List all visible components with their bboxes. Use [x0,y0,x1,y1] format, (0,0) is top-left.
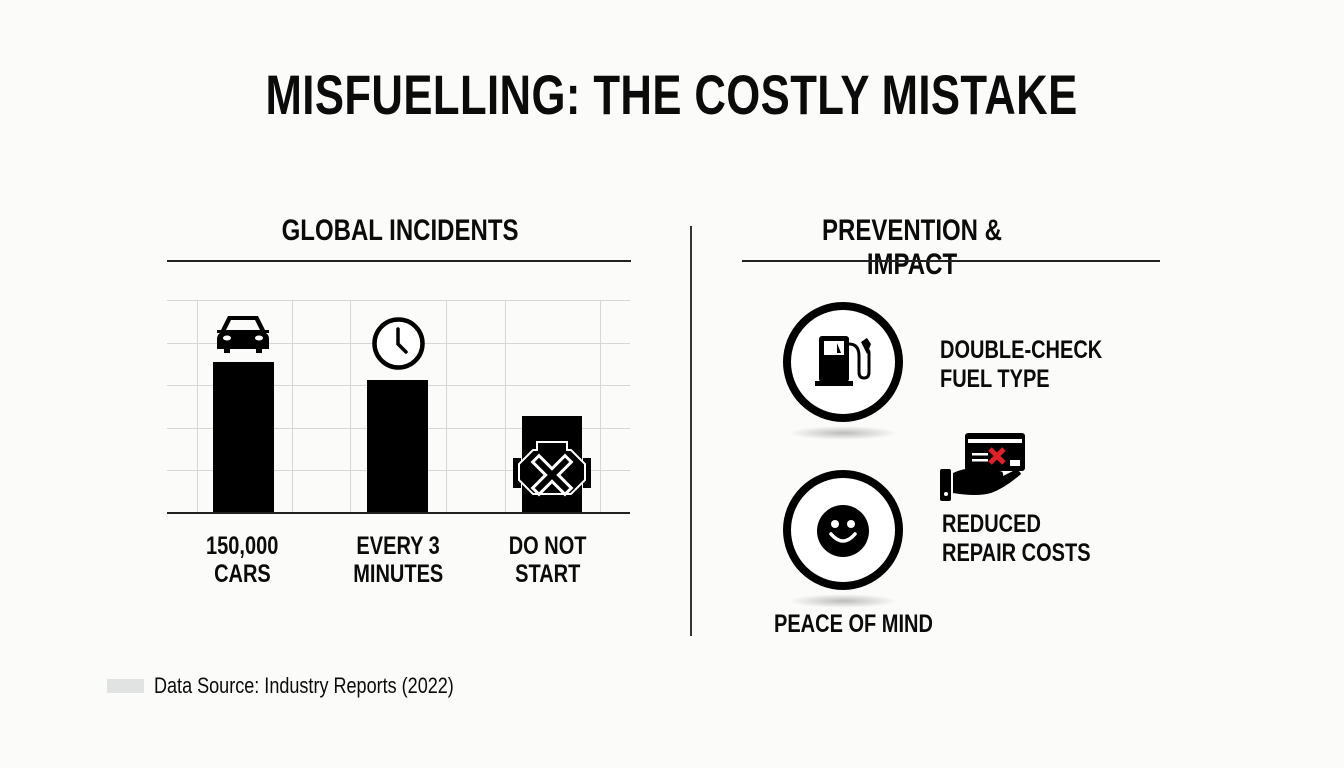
bar-label-2: EVERY 3 MINUTES [353,532,443,588]
prevention-impact-heading: PREVENTION & IMPACT [821,214,1003,281]
fuel-pump-icon [815,336,871,386]
left-heading-rule [167,260,631,262]
panel-divider [690,226,692,636]
bar-label-3: DO NOT START [509,532,587,588]
bar-every-3-minutes [367,380,428,513]
smiley-icon [817,505,869,557]
right-heading-rule [742,260,1160,262]
data-source-note: Data Source: Industry Reports (2022) [154,673,454,698]
chart-baseline [167,512,630,514]
engine-x-icon [513,441,591,497]
bar-150000-cars [213,362,274,513]
double-check-label: DOUBLE-CHECK FUEL TYPE [940,336,1103,393]
global-incidents-heading: GLOBAL INCIDENTS [281,214,519,247]
bar-label-1: 150,000 CARS [205,532,279,588]
page-title: MISFUELLING: THE COSTLY MISTAKE [265,63,1079,126]
legend-swatch [107,679,144,693]
fuel-shadow [788,426,898,440]
reduced-costs-label: REDUCED REPAIR COSTS [942,510,1091,567]
clock-icon [372,317,425,370]
smiley-shadow [788,594,898,608]
car-icon [217,316,269,353]
hand-card-x-icon [940,433,1025,501]
peace-of-mind-label: PEACE OF MIND [774,610,933,638]
